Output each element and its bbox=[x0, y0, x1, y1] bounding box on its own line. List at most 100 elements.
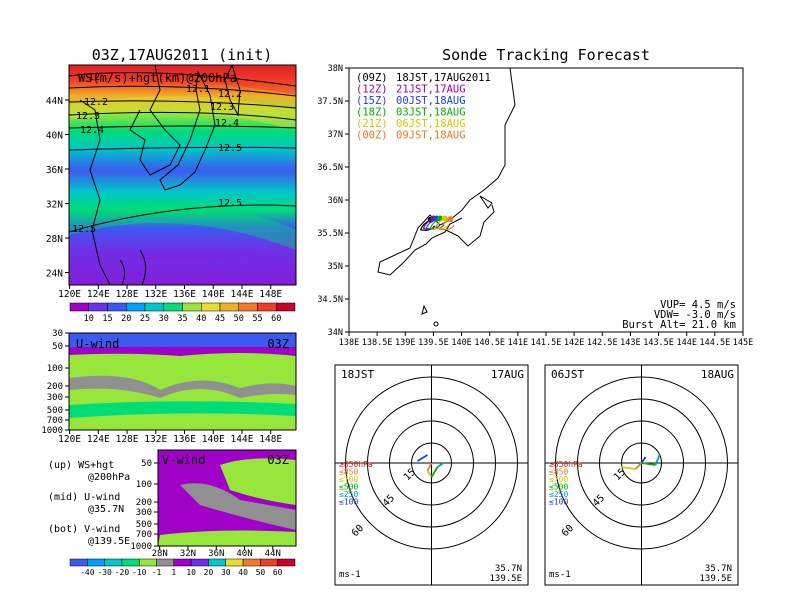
note-value: @35.7N bbox=[88, 504, 124, 515]
launch-time-z: (18Z) bbox=[356, 107, 388, 119]
track-x-tick: 138E bbox=[339, 338, 359, 348]
launch-time-z: (09Z) bbox=[356, 72, 388, 84]
track-x-tick: 138.5E bbox=[362, 338, 393, 348]
colorbar-swatch bbox=[219, 302, 239, 312]
colorbar-label: 30 bbox=[159, 314, 169, 324]
hodograph-trace bbox=[426, 462, 433, 472]
contour-label: 12.3 bbox=[210, 102, 234, 113]
v-x-axis: 28N 32N 36N 40N 44N bbox=[152, 546, 281, 559]
track-x-tick: 144E bbox=[676, 338, 696, 348]
colorbar-swatch bbox=[190, 558, 209, 567]
hodograph-trace bbox=[430, 466, 439, 478]
track-x-tick: 143.5E bbox=[643, 338, 674, 348]
level-label: ≤700 bbox=[339, 475, 358, 484]
map-x-tick: 128E bbox=[116, 289, 139, 300]
hodograph-18jst: 18JST 17AUG154560≥850hPa≤850≤700≤500≤250≤… bbox=[334, 364, 529, 586]
colorbar-label: -1 bbox=[152, 568, 162, 577]
track-y-tick: 38N bbox=[328, 64, 343, 74]
level-label: ≥850hPa bbox=[339, 460, 373, 469]
u-x-tick: 140E bbox=[202, 434, 225, 445]
v-y-tick: 500 bbox=[136, 520, 152, 530]
colorbar-label: 60 bbox=[271, 314, 281, 324]
colorbar-swatch bbox=[156, 558, 175, 567]
colorbar-label: 50 bbox=[256, 568, 266, 577]
colorbar-label: 20 bbox=[121, 314, 131, 324]
track-points bbox=[419, 215, 455, 231]
launch-time-z: (21Z) bbox=[356, 118, 388, 130]
hodograph-trace bbox=[437, 462, 444, 468]
launch-time-jst: 00JST,18AUG bbox=[396, 95, 466, 107]
v-y-tick: 700 bbox=[136, 530, 152, 540]
launch-time-jst: 06JST,18AUG bbox=[396, 118, 466, 130]
colorbar-swatch bbox=[257, 302, 277, 312]
colorbar-label: 20 bbox=[204, 568, 214, 577]
launch-legend: (09Z) 18JST,17AUG2011 (12Z) 21JST,17AUG (15Z… bbox=[356, 72, 491, 142]
colorbar-label: -30 bbox=[97, 568, 112, 577]
hodograph-lat: 35.7N bbox=[495, 564, 522, 574]
colorbar-label: -10 bbox=[132, 568, 147, 577]
ws-colorbar: 10 15 20 25 30 35 40 45 50 55 60 bbox=[69, 302, 296, 324]
param-vdw: VDW= -3.0 m/s bbox=[654, 309, 736, 321]
u-wind-time: 03Z bbox=[267, 337, 289, 351]
u-x-tick: 136E bbox=[173, 434, 196, 445]
ws-map-panel: WS(m/s)+hgt(km)@200hPa 12 12.1 12.2 12.2… bbox=[46, 64, 297, 300]
contour-label: 12.5 bbox=[218, 198, 242, 209]
note-key: (bot) V-wind bbox=[48, 524, 120, 535]
hodograph-time: 18JST bbox=[341, 368, 374, 381]
launch-time-jst: 21JST,17AUG bbox=[396, 84, 466, 96]
colorbar-label: -20 bbox=[115, 568, 130, 577]
colorbar-swatch bbox=[104, 558, 123, 567]
colorbar-label: 40 bbox=[238, 568, 248, 577]
u-x-axis: 120E 124E 128E 132E 136E 140E 144E 148E bbox=[58, 430, 282, 445]
v-y-tick: 200 bbox=[136, 498, 152, 508]
v-x-tick: 32N bbox=[180, 549, 196, 559]
contour-label: 12.1 bbox=[186, 84, 210, 95]
hodograph-time: 06JST bbox=[551, 368, 584, 381]
colorbar-swatch bbox=[69, 558, 88, 567]
contour-label: 12.4 bbox=[80, 125, 104, 136]
u-x-tick: 132E bbox=[144, 434, 167, 445]
level-label: ≤700 bbox=[549, 475, 568, 484]
map-y-tick: 40N bbox=[46, 131, 63, 142]
colorbar-swatch bbox=[182, 302, 202, 312]
map-x-tick: 124E bbox=[87, 289, 110, 300]
colorbar-label: 1 bbox=[171, 568, 176, 577]
track-y-tick: 36N bbox=[328, 196, 343, 206]
track-x-tick: 141.5E bbox=[531, 338, 562, 348]
right-title: Sonde Tracking Forecast bbox=[442, 46, 650, 64]
map-x-tick: 132E bbox=[144, 289, 167, 300]
track-x-tick: 142E bbox=[564, 338, 584, 348]
colorbar-label: 35 bbox=[177, 314, 187, 324]
hodograph-date: 17AUG bbox=[491, 368, 524, 381]
contour-labels: 12 12.1 12.2 12.2 12.3 12.3 12.4 12.4 12… bbox=[72, 72, 242, 235]
colorbar-label: 10 bbox=[186, 568, 196, 577]
colorbar-swatch bbox=[88, 302, 108, 312]
hodograph-lon: 139.5E bbox=[489, 574, 522, 584]
colorbar-label: 50 bbox=[234, 314, 244, 324]
track-path bbox=[433, 217, 450, 230]
level-label: ≤850 bbox=[549, 468, 568, 477]
track-y-tick: 35.5N bbox=[317, 229, 343, 239]
hodograph-trace bbox=[426, 470, 433, 478]
u-y-tick: 50 bbox=[52, 342, 63, 352]
colorbar-swatch bbox=[276, 302, 296, 312]
track-x-tick: 145E bbox=[733, 338, 753, 348]
launch-time-jst: 09JST,18AUG bbox=[396, 130, 466, 142]
map-y-tick: 24N bbox=[46, 269, 63, 280]
level-label: ≤100 bbox=[549, 498, 568, 507]
track-x-tick: 140.5E bbox=[474, 338, 505, 348]
colorbar-label: 60 bbox=[273, 568, 283, 577]
hodograph-trace bbox=[640, 456, 647, 464]
contour-label: 12 bbox=[88, 72, 100, 83]
note-key: (mid) U-wind bbox=[48, 492, 120, 503]
colorbar-label: 55 bbox=[252, 314, 262, 324]
colorbar-swatch bbox=[138, 558, 157, 567]
u-x-tick: 124E bbox=[87, 434, 110, 445]
colorbar-swatch bbox=[260, 558, 278, 567]
track-path bbox=[425, 217, 441, 230]
contour-label: 12.2 bbox=[84, 97, 108, 108]
u-x-tick: 128E bbox=[116, 434, 139, 445]
u-x-tick: 144E bbox=[231, 434, 254, 445]
overlay-label: WS(m/s)+hgt(km)@200hPa bbox=[78, 71, 237, 85]
